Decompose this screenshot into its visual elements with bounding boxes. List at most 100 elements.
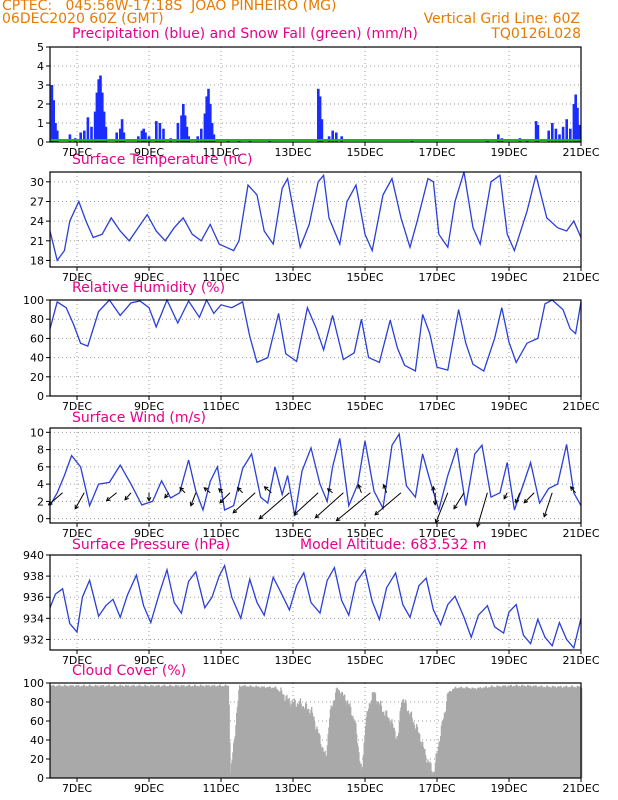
cloud-bar <box>236 707 239 778</box>
cloud-bar <box>114 684 116 778</box>
cloud-bar <box>198 686 200 778</box>
cloud-bar <box>576 686 578 778</box>
cloud-bar <box>375 700 377 778</box>
cloud-bar <box>557 686 559 778</box>
cloud-bar <box>62 686 65 778</box>
cloud-bar <box>59 684 61 778</box>
cloud-bar <box>299 701 301 778</box>
cloud-bar <box>484 687 486 778</box>
cloud-bar <box>345 705 347 778</box>
cloud-bar <box>246 686 248 778</box>
cloud-bar <box>350 715 353 778</box>
cloud-bar <box>136 685 138 778</box>
cloud-bar <box>451 691 453 778</box>
cloud-bar <box>288 697 290 778</box>
precip-bar <box>162 128 165 142</box>
cloud-bar <box>443 718 445 778</box>
cloud-bar <box>482 687 485 778</box>
cloud-bar <box>222 686 224 778</box>
cloud-bar <box>113 684 116 778</box>
cloud-bar <box>329 709 332 778</box>
cloud-bar <box>189 685 191 778</box>
cloud-bar <box>115 686 117 778</box>
cloud-bar <box>118 686 120 778</box>
cloud-bar <box>137 686 139 778</box>
cloud-bar <box>162 686 164 778</box>
cloud-bar <box>479 687 481 778</box>
cloud-bar <box>262 687 264 778</box>
cloud-bar <box>208 685 210 778</box>
cloud-bar <box>193 686 195 778</box>
cloud-bar <box>425 762 428 778</box>
wind-vector <box>106 492 117 502</box>
cloud-bar <box>50 685 53 778</box>
cloud-bar <box>424 749 426 778</box>
cloud-bar <box>105 685 107 778</box>
cloud-bar <box>56 685 58 778</box>
cloud-bar <box>263 686 265 778</box>
cloud-bar <box>253 687 255 778</box>
cloud-bar <box>356 743 359 778</box>
cloud-bar <box>407 710 410 778</box>
cloud-bar <box>107 686 109 778</box>
cloud-bar <box>176 685 179 778</box>
cloud-bar <box>405 703 407 778</box>
wind-vector-head <box>569 485 575 491</box>
cloud-bar <box>104 686 107 778</box>
cloud-bar <box>503 686 506 778</box>
wind-vector-head <box>453 504 458 510</box>
cloud-bar <box>102 684 104 778</box>
cloud-bar <box>182 685 185 778</box>
cloud-bar <box>141 685 143 778</box>
cloud-bar <box>156 685 158 778</box>
cloud-bar <box>556 688 558 778</box>
precip-bar <box>574 94 577 142</box>
cloud-bar <box>311 706 313 778</box>
precip-bar <box>142 128 145 142</box>
temp-ytick-label: 30 <box>30 176 44 189</box>
cloud-bar <box>88 685 90 778</box>
cloud-bar <box>94 685 96 778</box>
cloud-bar <box>296 703 299 778</box>
wind-vector <box>357 484 362 493</box>
cloud-bar <box>446 702 448 778</box>
cloud-bar <box>78 685 80 778</box>
precip-bar <box>120 119 124 142</box>
precip-panel <box>46 46 582 146</box>
cloud-bar <box>179 686 182 778</box>
cloud-bar <box>242 686 245 778</box>
cloud-bar <box>210 686 212 778</box>
cloud-bar <box>159 686 161 778</box>
cloud-bar <box>170 685 172 778</box>
cloud-bar <box>160 686 162 778</box>
cloud-bar <box>71 685 74 778</box>
wind-ytick-label: 10 <box>30 426 44 439</box>
precip-bar <box>93 111 97 142</box>
pressure-xtick-label: 11DEC <box>202 654 239 667</box>
cloud-bar <box>215 686 218 778</box>
precip-xtick-label: 15DEC <box>346 146 383 159</box>
cloud-ytick-label: 40 <box>30 734 44 747</box>
cloud-bar <box>225 685 227 778</box>
cloud-bar <box>235 725 237 778</box>
cloud-bar <box>223 686 225 778</box>
cloud-bar <box>421 741 423 778</box>
wind-vector-head <box>189 501 195 507</box>
cloud-bar <box>158 684 160 778</box>
cloud-bar <box>148 686 150 778</box>
cloud-bar <box>579 686 581 778</box>
cloud-bar <box>152 685 154 778</box>
cloud-bar <box>439 741 441 778</box>
cloud-bar <box>327 734 329 778</box>
cloud-bar <box>84 686 86 778</box>
cloud-bar <box>194 684 197 778</box>
cloud-bar <box>268 687 270 778</box>
cloud-bar <box>565 685 567 778</box>
cloud-xtick-label: 9DEC <box>134 782 164 795</box>
wind-vector-head <box>232 508 238 514</box>
cloud-bar <box>119 684 122 778</box>
temp-ytick-label: 27 <box>30 195 44 208</box>
cloud-bar <box>121 686 123 778</box>
precip-bar <box>205 96 208 142</box>
precip-bar <box>576 107 579 142</box>
